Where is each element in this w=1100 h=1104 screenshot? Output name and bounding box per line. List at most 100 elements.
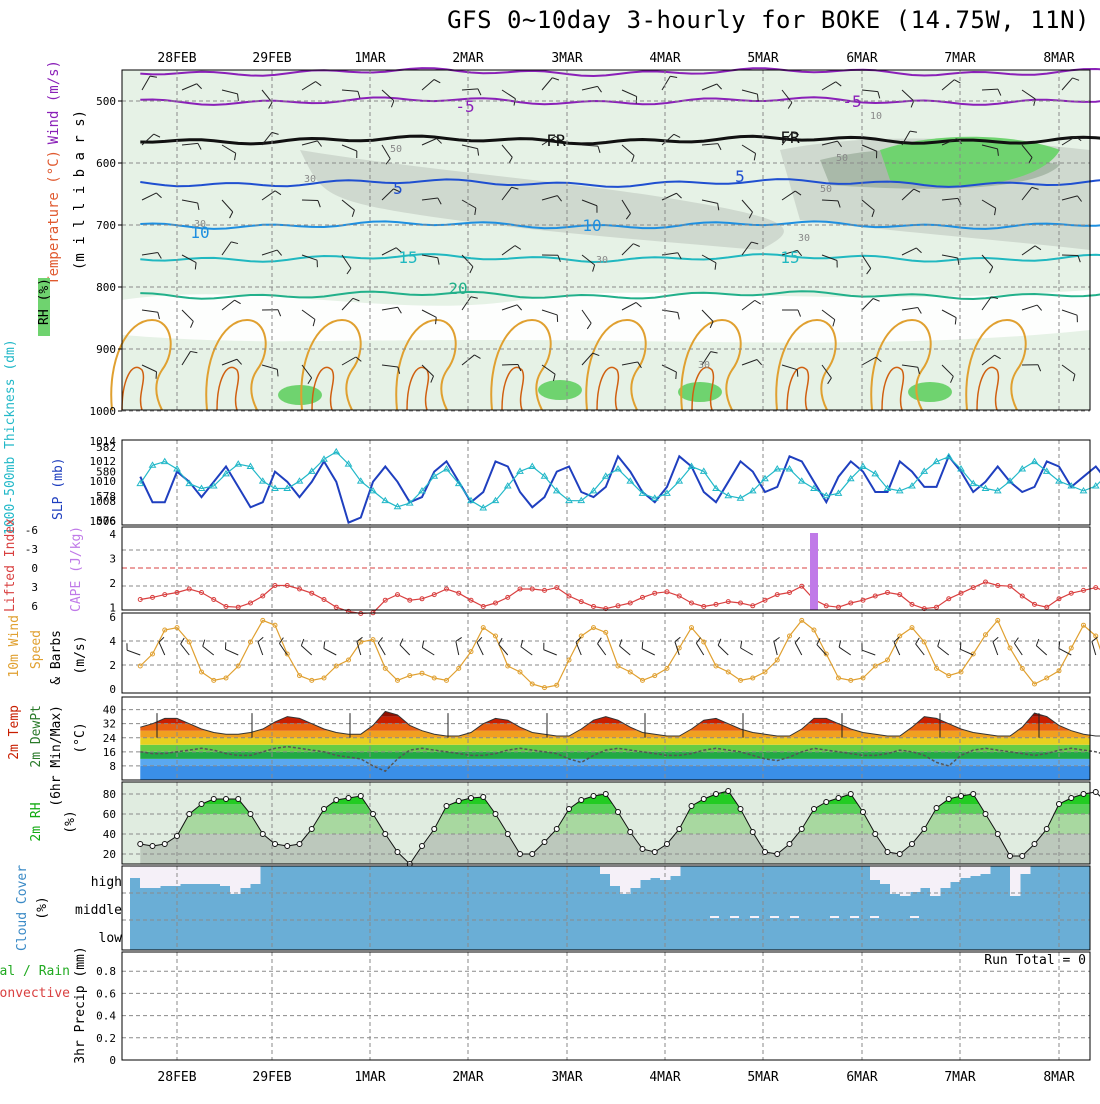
- wind-barb: [576, 642, 581, 655]
- rh-marker: [812, 807, 817, 812]
- rh-marker: [1032, 842, 1037, 847]
- contour-label: 5: [735, 167, 745, 186]
- wind-barb: [718, 645, 728, 655]
- upper-ytick: 900: [96, 343, 116, 356]
- precip-ytick: 0: [109, 1054, 116, 1067]
- cloud-middle-bar: [770, 916, 779, 918]
- cloud-ylabel: Cloud Cover: [15, 865, 30, 951]
- rh-marker: [701, 797, 706, 802]
- cloud-middle-bar: [850, 916, 859, 918]
- x-top-tick-label: 6MAR: [846, 51, 877, 66]
- cloud-high-bar: [670, 866, 681, 876]
- rh-marker: [1044, 827, 1049, 832]
- cape-ytick: 3: [109, 553, 116, 566]
- wind-barb-flag: [795, 637, 800, 642]
- wind-frame: [122, 613, 1090, 693]
- upper-ytick: 1000: [90, 405, 117, 418]
- wind-barb: [894, 642, 900, 655]
- rh-marker: [211, 797, 216, 802]
- contour-label: FR: [780, 128, 800, 147]
- rh-marker: [432, 827, 437, 832]
- rh-marker: [591, 794, 596, 799]
- precip-frame: [122, 952, 1090, 1060]
- wind-ytick: 6: [109, 611, 116, 624]
- wind-barb: [324, 648, 336, 655]
- x-bottom-tick-label: 6MAR: [846, 1070, 877, 1085]
- wind-barb-flag: [718, 639, 721, 645]
- temp-band: [122, 724, 1090, 731]
- slp-ytick: 1010: [90, 475, 117, 488]
- wind-ytick: 2: [109, 659, 116, 672]
- cloud-high-bar: [220, 866, 231, 886]
- wind-barb-flag: [1014, 638, 1018, 644]
- rh-marker: [579, 798, 584, 803]
- rh-marker: [897, 852, 902, 857]
- cloud-high-bar: [940, 866, 951, 888]
- contour-label: 10: [582, 216, 601, 235]
- cloud-high-bar: [150, 866, 161, 888]
- rh-marker: [738, 807, 743, 812]
- li-ytick: 3: [31, 581, 38, 594]
- x-top-tick-label: 5MAR: [747, 51, 778, 66]
- rh-marker: [383, 832, 388, 837]
- precip-ylabel-2: Convective: [0, 986, 70, 1001]
- rh-marker: [873, 832, 878, 837]
- cloud-high-bar: [880, 866, 891, 884]
- wind-ytick: 0: [109, 683, 116, 696]
- wind-barb-flag: [436, 317, 437, 324]
- wind-barb-flag: [676, 372, 677, 379]
- rh-contour-label: 30: [194, 219, 206, 230]
- rh-marker: [493, 812, 498, 817]
- rh-marker: [787, 842, 792, 847]
- wind-barb: [127, 650, 140, 655]
- li-ytick: -3: [25, 543, 38, 556]
- cloud-high-bar: [210, 866, 221, 884]
- rh-marker: [1069, 796, 1074, 801]
- cloud-high-bar: [1020, 866, 1031, 874]
- wind-barb: [203, 646, 214, 655]
- wind-barb: [456, 641, 459, 655]
- rh-marker: [395, 850, 400, 855]
- wind-barb: [938, 646, 949, 655]
- precip-ytick: 0.8: [96, 965, 116, 978]
- x-bottom-tick-label: 1MAR: [354, 1070, 385, 1085]
- rh-marker: [1008, 854, 1013, 859]
- rh-marker: [799, 827, 804, 832]
- wind-barb: [795, 643, 802, 655]
- cloud-high-bar: [180, 866, 191, 884]
- wind-barb-flag: [422, 641, 423, 648]
- wind-barb: [839, 647, 851, 655]
- rh-marker: [444, 804, 449, 809]
- wind-barb-flag: [642, 642, 643, 649]
- rh-marker: [750, 830, 755, 835]
- x-bottom-tick-label: 28FEB: [157, 1070, 196, 1085]
- wind-barb: [159, 642, 165, 655]
- upper-ytick: 600: [96, 157, 116, 170]
- wind-barb-flag: [1036, 639, 1038, 646]
- upper-ylabel-temp: Temperature (°C): [46, 150, 62, 285]
- rh-shade-green: [678, 382, 722, 402]
- precip-ytick: 0.4: [96, 1010, 116, 1023]
- rh-marker: [640, 847, 645, 852]
- cloud-high-bar: [170, 866, 181, 886]
- rh-marker: [199, 802, 204, 807]
- wind-barb: [544, 650, 557, 655]
- temp-ytick: 24: [103, 732, 117, 745]
- rh-marker: [236, 797, 241, 802]
- rh-marker: [946, 797, 951, 802]
- wind-barb: [521, 647, 532, 655]
- cloud-high-bar: [190, 866, 201, 884]
- x-top-tick-label: 28FEB: [157, 51, 196, 66]
- wind-barb: [477, 642, 483, 655]
- wind-barb: [993, 642, 998, 655]
- cloud-high-bar: [640, 866, 651, 880]
- wind-ylabel-3: & Barbs: [49, 630, 64, 685]
- upper-ylabel-mb: (m i l l i b a r s): [72, 110, 88, 270]
- upper-ylabel-rh: RH (%): [37, 278, 52, 325]
- x-top-tick-label: 7MAR: [944, 51, 975, 66]
- rh-marker: [260, 832, 265, 837]
- wind-barb: [862, 650, 875, 655]
- cloud-middle-bar: [830, 916, 839, 918]
